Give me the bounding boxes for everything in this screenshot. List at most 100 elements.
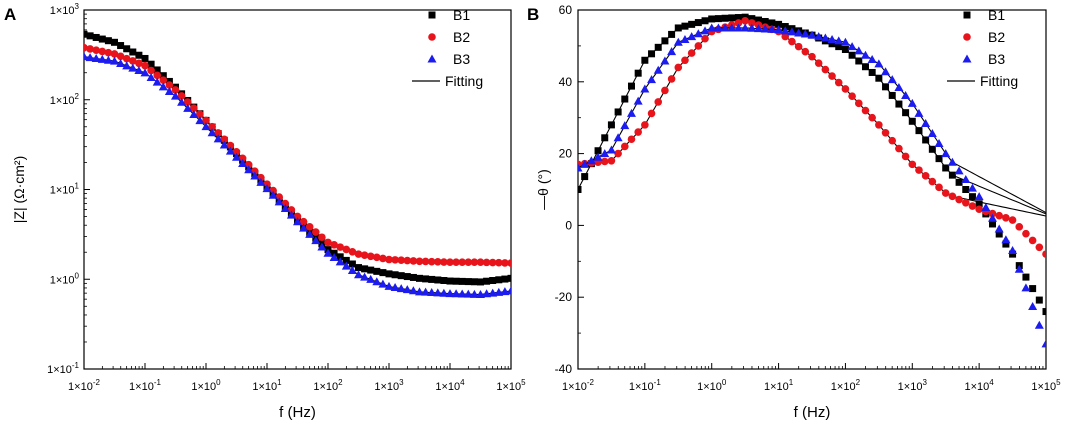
- b3-marker: [720, 23, 730, 32]
- b2-marker: [421, 257, 430, 266]
- b1-marker: [855, 57, 863, 65]
- b3-marker: [408, 286, 418, 295]
- b1-marker: [477, 278, 484, 286]
- b3-marker: [693, 29, 703, 38]
- b3-marker: [463, 289, 473, 298]
- legend-fitting-label: Fitting: [445, 73, 483, 89]
- x-tick-label-base: 1×10: [374, 381, 399, 393]
- b2-marker: [1042, 250, 1046, 258]
- b2-marker: [667, 75, 676, 83]
- b3-marker: [747, 23, 757, 32]
- x-tick-label-base: 1×10: [496, 381, 521, 393]
- b1-marker: [135, 51, 143, 59]
- b3-marker: [225, 146, 235, 155]
- b1-marker: [452, 277, 460, 285]
- b1-marker: [841, 45, 849, 53]
- b1-marker: [464, 278, 472, 286]
- x-tick-label-base: 1×10: [313, 381, 338, 393]
- b3-marker: [974, 192, 984, 201]
- x-tick-label: 1×104: [435, 378, 465, 393]
- b3-marker: [433, 288, 443, 297]
- b3-marker: [366, 274, 376, 283]
- b1-marker: [607, 121, 615, 129]
- b1-marker: [141, 54, 149, 62]
- b3-marker: [847, 42, 857, 51]
- b1-marker: [915, 127, 923, 135]
- b3-marker: [713, 23, 723, 32]
- b3-marker: [469, 289, 479, 298]
- b3-marker: [201, 122, 211, 131]
- legend-b2-label: B2: [988, 29, 1005, 45]
- legend-b3-label: B3: [988, 51, 1005, 67]
- b1-marker: [721, 14, 729, 22]
- b3-marker: [457, 289, 467, 298]
- b3-marker: [268, 190, 278, 199]
- b2-marker: [324, 238, 332, 247]
- b2-marker: [995, 211, 1003, 220]
- b1-marker: [159, 72, 167, 80]
- legend-b1-marker: [428, 11, 436, 19]
- b1-marker: [147, 60, 155, 68]
- b1-marker: [458, 277, 466, 285]
- b3-marker: [633, 96, 643, 105]
- b3-marker: [934, 139, 944, 148]
- b2-marker: [1002, 214, 1010, 222]
- b3-marker: [311, 236, 321, 245]
- b3-marker: [207, 128, 217, 137]
- b1-marker: [868, 68, 876, 76]
- b3-marker: [740, 23, 750, 32]
- b3-marker: [667, 47, 677, 56]
- y-tick-label-base: 1×10: [50, 185, 75, 197]
- b2-marker: [403, 256, 412, 265]
- b2-marker: [794, 42, 803, 51]
- b1-marker: [775, 20, 783, 28]
- b3-marker: [774, 25, 784, 34]
- b1-marker: [975, 200, 983, 208]
- b3-marker: [152, 77, 162, 86]
- b1-marker: [895, 100, 903, 108]
- b1-marker: [373, 267, 381, 275]
- b2-marker: [915, 166, 923, 174]
- x-tick-label-base: 1×10: [1031, 381, 1056, 393]
- x-tick-label: 1×105: [1031, 378, 1061, 393]
- b3-marker: [402, 285, 412, 294]
- x-tick-label: 1×104: [965, 378, 995, 393]
- b3-marker: [476, 290, 485, 299]
- x-tick-label: 1×100: [697, 378, 727, 393]
- b2-marker: [110, 50, 119, 58]
- b3-marker: [673, 37, 683, 46]
- x-tick-label-exp: 4: [989, 378, 994, 387]
- b2-marker: [153, 71, 161, 80]
- b1-marker: [104, 37, 112, 45]
- b3-marker: [293, 217, 302, 226]
- b1-marker: [634, 69, 642, 77]
- b1-marker: [84, 30, 88, 38]
- b2-marker: [988, 209, 997, 218]
- b3-marker: [981, 202, 991, 211]
- b1-marker: [701, 17, 709, 25]
- b3-marker: [733, 23, 743, 32]
- x-tick-label-exp: 4: [460, 378, 465, 387]
- x-tick-label-exp: 3: [922, 378, 927, 387]
- axes-frame: [577, 9, 1047, 370]
- y-tick-label: -20: [555, 290, 573, 304]
- b1-marker: [908, 117, 916, 125]
- y-tick-label: 1×10-1: [47, 361, 79, 376]
- b3-marker: [967, 183, 977, 192]
- b2-marker: [86, 45, 94, 53]
- x-tick-label-base: 1×10: [898, 381, 923, 393]
- b2-marker: [318, 233, 326, 242]
- b2-marker: [781, 32, 790, 41]
- b1-marker: [495, 276, 503, 284]
- b2-marker: [621, 142, 629, 151]
- b2-marker: [208, 122, 216, 131]
- b3-marker: [961, 174, 971, 183]
- b2-marker: [701, 34, 709, 43]
- b3-marker: [867, 55, 877, 64]
- b3-marker: [122, 61, 132, 70]
- b2-marker: [275, 193, 284, 201]
- b3-marker: [396, 284, 406, 293]
- x-tick-label-base: 1×10: [68, 381, 93, 393]
- b1-marker: [489, 277, 497, 285]
- y-tick-label: 0: [565, 218, 572, 232]
